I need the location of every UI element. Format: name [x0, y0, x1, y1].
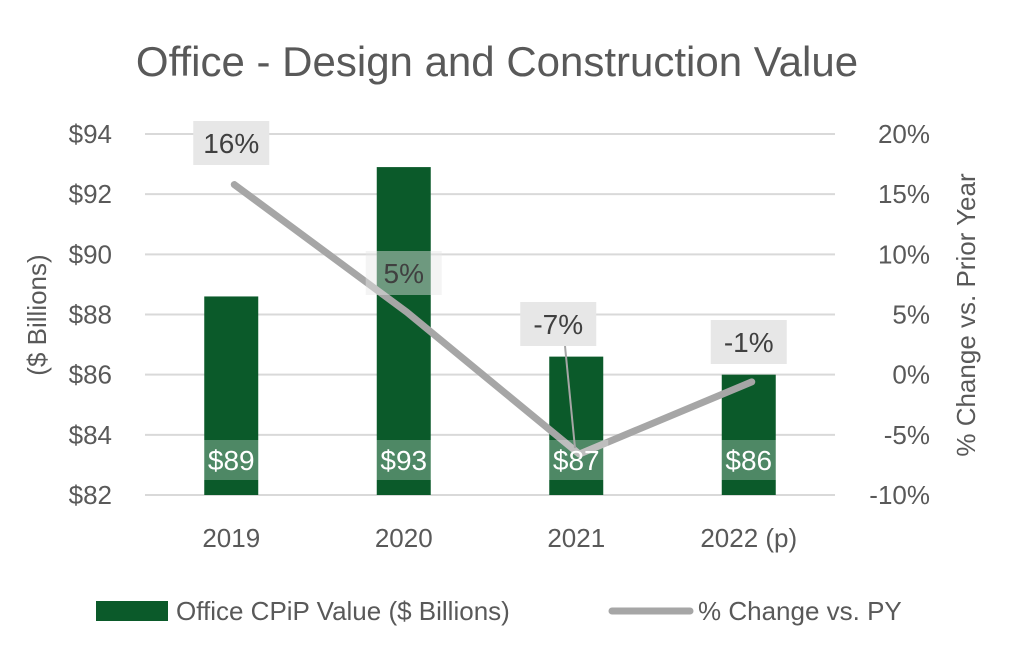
y-right-tick-label: 10%: [878, 239, 930, 269]
line-data-label: 16%: [203, 128, 259, 159]
line-label-box: [710, 320, 787, 364]
x-tick-label: 2022 (p): [700, 523, 797, 553]
bar: [204, 296, 259, 495]
y-left-tick-label: $86: [69, 360, 112, 390]
y-right-axis-label: % Change vs. Prior Year: [951, 173, 981, 457]
y-right-tick-label: -5%: [884, 420, 930, 450]
legend-line-label: % Change vs. PY: [698, 596, 902, 626]
y-right-tick-label: 0%: [892, 360, 930, 390]
line-data-label: -7%: [533, 309, 583, 340]
bar-data-label: $86: [725, 445, 772, 476]
x-axis-ticks: 2019 2020 2021 2022 (p): [202, 523, 797, 553]
bar-series: [204, 167, 776, 495]
bar: [721, 374, 776, 495]
line-data-label: 5%: [384, 258, 424, 289]
legend-bar-swatch: [96, 601, 168, 621]
y-left-tick-label: $94: [69, 119, 112, 149]
y-left-axis-label: ($ Billions): [22, 254, 52, 375]
x-tick-label: 2020: [375, 523, 433, 553]
line-path: [230, 181, 756, 458]
y-right-tick-label: 15%: [878, 179, 930, 209]
chart-title: Office - Design and Construction Value: [136, 38, 858, 85]
x-tick-label: 2021: [547, 523, 605, 553]
y-left-tick-label: $84: [69, 420, 112, 450]
line-data-labels: 16% 5% -7% -1%: [193, 121, 787, 449]
y-left-tick-label: $92: [69, 179, 112, 209]
y-left-tick-label: $90: [69, 239, 112, 269]
right-axis-ticks: -10% -5% 0% 5% 10% 15% 20%: [869, 119, 930, 510]
bar-label-box: [371, 440, 436, 480]
legend-bar-label: Office CPiP Value ($ Billions): [176, 596, 510, 626]
legend: Office CPiP Value ($ Billions) % Change …: [96, 596, 902, 626]
bar-data-labels: $89 $93 $87 $86: [199, 440, 781, 480]
left-axis-ticks: $82 $84 $86 $88 $90 $92 $94: [69, 119, 112, 510]
line-label-box: [193, 121, 270, 165]
line-label-box: [365, 251, 442, 295]
bar-label-box: [544, 440, 609, 480]
y-right-tick-label: -10%: [869, 480, 930, 510]
x-tick-label: 2019: [202, 523, 260, 553]
bar: [376, 167, 431, 495]
y-left-tick-label: $88: [69, 300, 112, 330]
bar-data-label: $89: [208, 445, 255, 476]
bar-data-label: $87: [553, 445, 600, 476]
line-label-box: [520, 302, 597, 346]
line-series: [230, 181, 756, 458]
y-right-tick-label: 5%: [892, 300, 930, 330]
y-right-tick-label: 20%: [878, 119, 930, 149]
bar-data-label: $93: [380, 445, 427, 476]
bar-label-box: [199, 440, 264, 480]
bar: [549, 356, 604, 495]
bar-label-box: [716, 440, 781, 480]
line-data-label: -1%: [724, 327, 774, 358]
y-left-tick-label: $82: [69, 480, 112, 510]
leader-line: [564, 345, 576, 449]
